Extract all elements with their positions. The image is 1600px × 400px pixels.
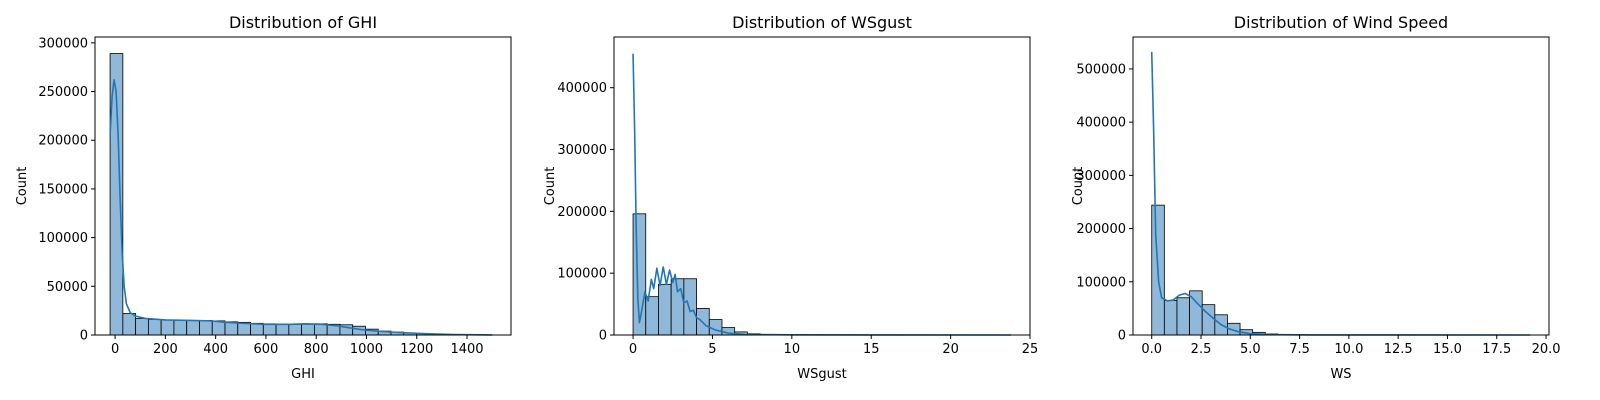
x-tick-label: 17.5 xyxy=(1482,342,1511,357)
x-tick-label: 25 xyxy=(1022,342,1039,357)
y-tick-label: 50000 xyxy=(47,280,88,295)
histogram-bar xyxy=(275,323,290,336)
y-axis-label: Count xyxy=(15,167,30,206)
histogram-bar xyxy=(1163,300,1178,336)
x-tick-label: 20.0 xyxy=(1532,342,1561,357)
histogram-bar xyxy=(173,319,188,336)
plot-area: 0.0 2.5 5.0 7.5 10.0 12.5 15.0 17.5 20.0 0 100000 2… xyxy=(1076,36,1561,357)
y-tick-label: 150000 xyxy=(38,182,88,197)
y-tick-label: 300000 xyxy=(38,36,88,51)
y-tick-label: 300000 xyxy=(557,143,607,158)
x-tick-label: 800 xyxy=(304,342,329,357)
x-tick-label: 1400 xyxy=(450,342,483,357)
x-tick-label: 0 xyxy=(629,342,637,357)
y-tick-label: 500000 xyxy=(1076,62,1126,77)
histogram-bar xyxy=(288,323,303,336)
x-tick-label: 600 xyxy=(254,342,279,357)
y-tick-label: 0 xyxy=(599,329,607,344)
kde-line xyxy=(109,79,493,336)
histogram-bar xyxy=(658,283,672,336)
histogram-bar xyxy=(147,319,162,336)
x-tick-label: 2.5 xyxy=(1191,342,1212,357)
x-tick-label: 5.0 xyxy=(1240,342,1261,357)
y-tick-label: 400000 xyxy=(557,81,607,96)
chart-title: Distribution of WSgust xyxy=(732,13,912,32)
x-tick-label: 5 xyxy=(708,342,716,357)
x-axis-label: WSgust xyxy=(797,367,846,382)
y-tick-label: 200000 xyxy=(557,205,607,220)
x-tick-label: 0 xyxy=(111,342,119,357)
x-tick-label: 1200 xyxy=(400,342,433,357)
x-tick-label: 7.5 xyxy=(1289,342,1310,357)
histogram-bar xyxy=(211,320,226,336)
kde-line xyxy=(632,53,1011,336)
y-tick-label: 250000 xyxy=(38,85,88,100)
panel-ghi: Distribution of GHI GHI Count 0 200 400 600… xyxy=(15,13,512,382)
histogram-bar xyxy=(160,319,175,336)
x-tick-label: 0.0 xyxy=(1141,342,1162,357)
y-tick-label: 400000 xyxy=(1076,116,1126,131)
histogram-bar xyxy=(186,319,200,336)
plot-area: 0 5 10 15 20 25 0 100000 200000 300000 400000 xyxy=(557,36,1039,357)
x-tick-label: 12.5 xyxy=(1384,342,1413,357)
y-tick-label: 100000 xyxy=(1076,275,1126,290)
x-tick-label: 400 xyxy=(203,342,228,357)
y-axis-label: Count xyxy=(1071,167,1086,206)
panel-wsgust: Distribution of WSgust WSgust Count 0 5 10… xyxy=(543,13,1038,382)
kde-line xyxy=(1150,51,1531,336)
y-tick-label: 0 xyxy=(1118,329,1126,344)
histogram-bar xyxy=(199,319,213,336)
axes-frame xyxy=(613,36,1031,336)
y-tick-label: 200000 xyxy=(38,134,88,149)
y-tick-label: 0 xyxy=(80,329,88,344)
histogram-bar xyxy=(1176,297,1190,336)
chart-title: Distribution of GHI xyxy=(229,13,377,32)
x-tick-label: 200 xyxy=(153,342,178,357)
x-tick-label: 20 xyxy=(942,342,959,357)
x-tick-label: 10 xyxy=(784,342,801,357)
histogram-bar xyxy=(250,322,264,336)
y-tick-label: 100000 xyxy=(38,231,88,246)
histogram-bar xyxy=(645,296,659,336)
histogram-bar xyxy=(683,278,697,336)
axes-frame xyxy=(1132,36,1550,336)
histogram-bar xyxy=(262,323,277,336)
x-tick-label: 15.0 xyxy=(1433,342,1462,357)
y-tick-label: 300000 xyxy=(1076,169,1126,184)
y-tick-label: 200000 xyxy=(1076,222,1126,237)
axes-frame xyxy=(94,36,512,336)
chart-title: Distribution of Wind Speed xyxy=(1234,13,1448,32)
x-tick-label: 1000 xyxy=(350,342,383,357)
y-axis-label: Count xyxy=(543,167,558,206)
histogram-bar xyxy=(122,313,137,336)
histogram-bar xyxy=(224,321,239,336)
panel-wind-speed: Distribution of Wind Speed WS Count 0.0 2… xyxy=(1071,13,1561,382)
x-axis-label: GHI xyxy=(291,367,315,382)
x-axis-label: WS xyxy=(1330,367,1351,382)
plot-area: 0 200 400 600 800 1000 1200 1400 0 50000 100000 150… xyxy=(38,36,512,357)
x-tick-label: 10.0 xyxy=(1334,342,1363,357)
histogram-bar xyxy=(301,323,315,336)
x-tick-label: 15 xyxy=(863,342,880,357)
y-tick-label: 100000 xyxy=(557,267,607,282)
histogram-bar xyxy=(135,318,149,336)
